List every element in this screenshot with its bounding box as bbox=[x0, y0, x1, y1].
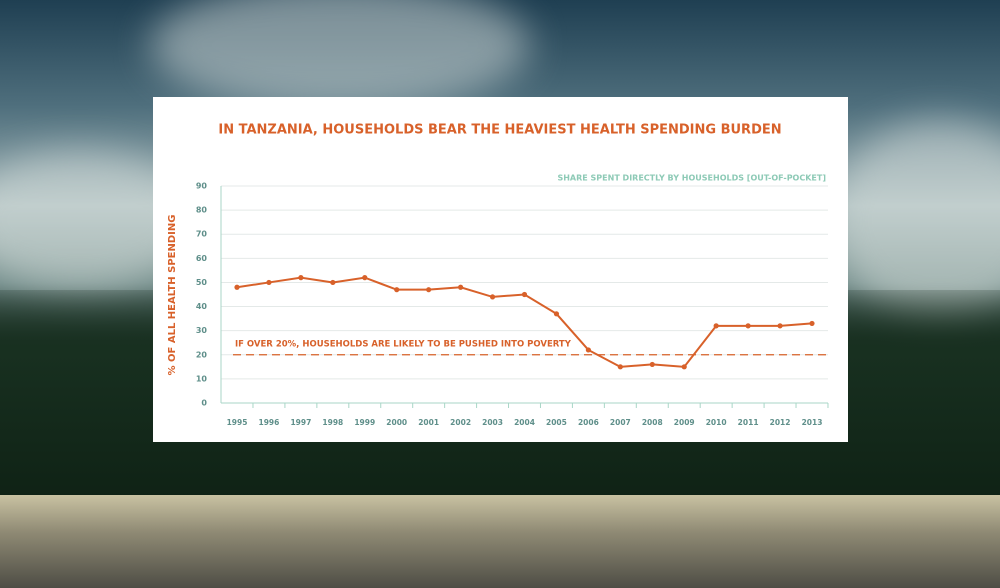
data-point bbox=[426, 287, 432, 293]
y-tick-label: 20 bbox=[196, 350, 208, 359]
data-point bbox=[266, 279, 272, 286]
data-point bbox=[362, 275, 368, 281]
y-tick-label: 60 bbox=[196, 254, 208, 263]
y-axis-label: % OF ALL HEALTH SPENDING bbox=[167, 215, 178, 376]
y-tick-label: 40 bbox=[196, 302, 208, 311]
chart-title: IN TANZANIA, HOUSEHOLDS BEAR THE HEAVIES… bbox=[218, 123, 781, 138]
x-tick-label: 2004 bbox=[514, 418, 535, 427]
x-tick-label: 2001 bbox=[418, 418, 439, 427]
y-tick-label: 50 bbox=[196, 278, 208, 287]
data-point bbox=[489, 294, 496, 300]
chart-panel bbox=[153, 97, 848, 442]
x-tick-label: 2002 bbox=[450, 418, 471, 427]
y-tick-label: 80 bbox=[196, 206, 208, 215]
x-tick-label: 2008 bbox=[642, 418, 663, 427]
y-tick-label: 10 bbox=[196, 374, 208, 383]
y-tick-label: 90 bbox=[196, 182, 208, 191]
sand bbox=[0, 495, 1000, 588]
x-tick-label: 2011 bbox=[738, 418, 759, 427]
x-tick-label: 1996 bbox=[259, 418, 280, 427]
data-point bbox=[330, 279, 336, 286]
cloud bbox=[150, 0, 530, 110]
data-point bbox=[234, 284, 240, 290]
x-tick-label: 2005 bbox=[546, 418, 567, 427]
x-tick-label: 2010 bbox=[706, 418, 727, 427]
data-point bbox=[617, 364, 623, 370]
data-point bbox=[585, 347, 591, 353]
y-tick-label: 30 bbox=[196, 326, 208, 335]
data-point bbox=[745, 323, 751, 329]
data-point bbox=[458, 284, 464, 290]
legend-label: SHARE SPENT DIRECTLY BY HOUSEHOLDS [OUT-… bbox=[557, 174, 826, 183]
data-point bbox=[553, 311, 560, 317]
data-point bbox=[681, 364, 687, 370]
data-point bbox=[777, 323, 783, 329]
y-tick-label: 70 bbox=[196, 230, 208, 239]
x-tick-label: 2012 bbox=[770, 418, 791, 427]
data-point bbox=[521, 291, 528, 298]
x-tick-label: 2006 bbox=[578, 418, 599, 427]
x-tick-label: 1997 bbox=[290, 418, 311, 427]
data-point bbox=[713, 323, 719, 329]
y-tick-label: 0 bbox=[201, 399, 207, 408]
x-tick-label: 2013 bbox=[802, 418, 823, 427]
x-tick-label: 1995 bbox=[227, 418, 248, 427]
x-tick-label: 2007 bbox=[610, 418, 631, 427]
threshold-label: IF OVER 20%, HOUSEHOLDS ARE LIKELY TO BE… bbox=[235, 339, 572, 349]
data-point bbox=[649, 361, 655, 368]
cloud bbox=[830, 120, 1000, 320]
data-point bbox=[809, 320, 815, 327]
x-tick-label: 2003 bbox=[482, 418, 503, 427]
data-point bbox=[394, 287, 400, 293]
x-tick-label: 2000 bbox=[386, 418, 407, 427]
data-point bbox=[298, 275, 304, 281]
x-tick-label: 2009 bbox=[674, 418, 695, 427]
x-tick-label: 1999 bbox=[354, 418, 375, 427]
x-tick-label: 1998 bbox=[322, 418, 343, 427]
